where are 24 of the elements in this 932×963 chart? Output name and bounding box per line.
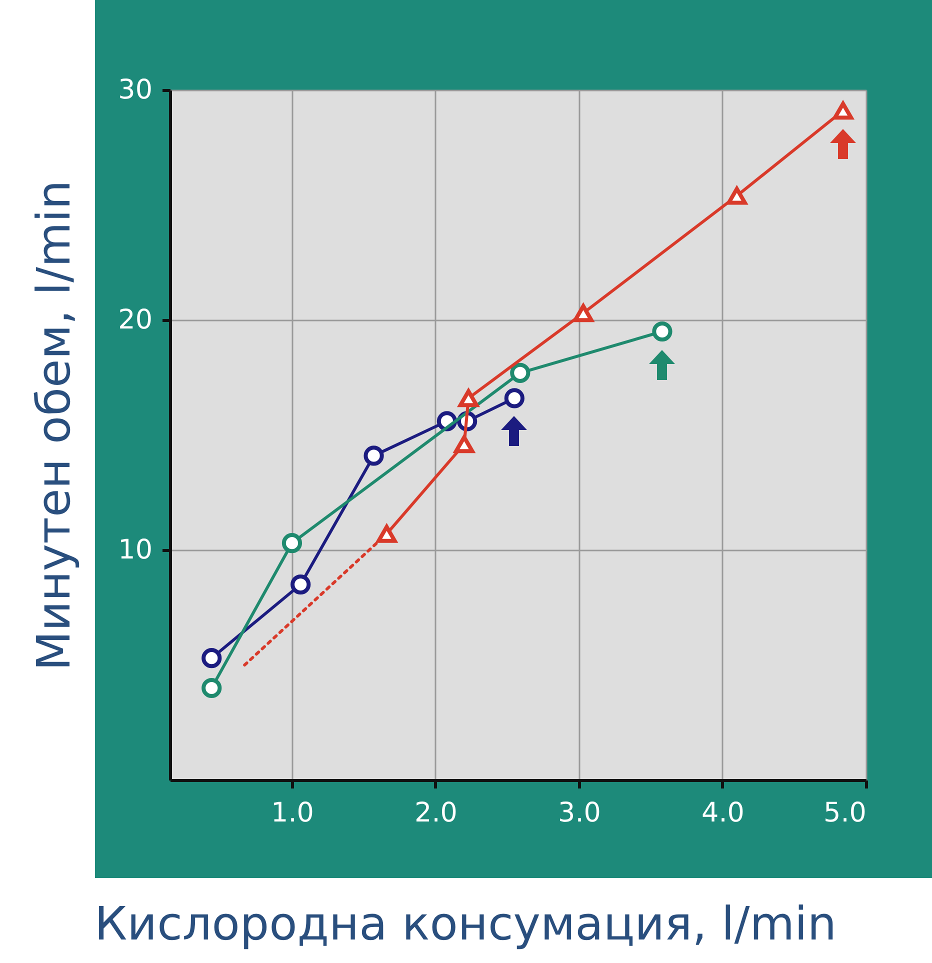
- x-tick-label: 5.0: [824, 798, 866, 828]
- point: [454, 435, 474, 454]
- x-axis-title: Кислородна консумация, l/min: [94, 896, 836, 950]
- point: [726, 186, 747, 205]
- point: [290, 574, 311, 595]
- point: [510, 362, 530, 383]
- y-axis-title: Минутен обем, l/min: [26, 180, 80, 671]
- point: [573, 304, 594, 322]
- point: [364, 446, 384, 466]
- y-tick-label: 30: [118, 74, 152, 106]
- point: [282, 533, 302, 554]
- y-tick-label: 10: [118, 534, 152, 566]
- point: [652, 321, 672, 342]
- x-tick-label: 1.0: [271, 798, 314, 828]
- point: [458, 389, 479, 408]
- point: [376, 524, 397, 543]
- point: [202, 648, 222, 668]
- x-tick-label: 3.0: [558, 798, 601, 828]
- point: [832, 102, 854, 120]
- x-tick-label: 4.0: [702, 798, 744, 828]
- point: [504, 388, 524, 408]
- x-tick-label: 2.0: [414, 798, 458, 828]
- point: [202, 678, 222, 698]
- y-tick-label: 20: [118, 304, 152, 336]
